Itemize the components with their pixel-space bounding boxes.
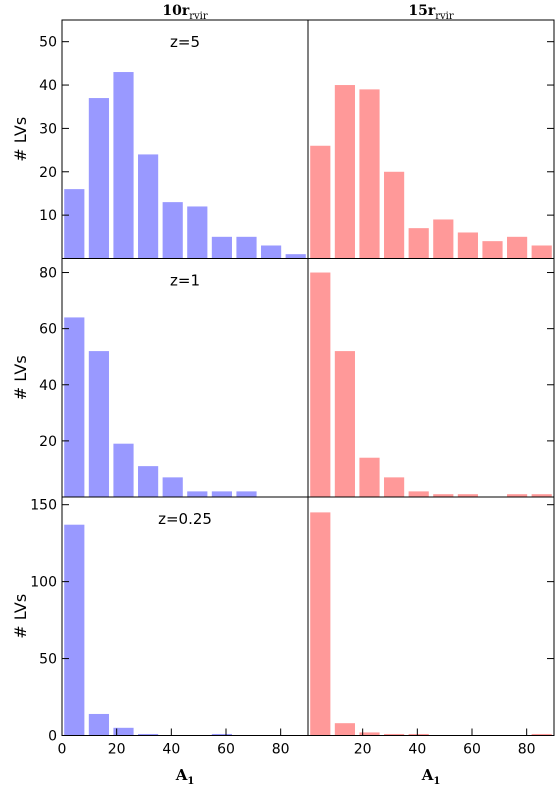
xlabel-sub: 1	[433, 776, 440, 787]
bar	[261, 245, 282, 259]
bar	[408, 491, 429, 497]
x-axis-label: A1	[421, 766, 441, 787]
bar	[64, 317, 85, 497]
bar	[138, 466, 159, 497]
bar	[113, 72, 134, 259]
x-tick-label: 80	[518, 742, 536, 758]
y-axis-label: # LVs	[11, 355, 30, 400]
xlabel-main: A	[175, 766, 188, 784]
y-tick-label: 80	[39, 266, 57, 282]
bar	[64, 524, 85, 736]
bar	[162, 477, 183, 497]
panel-frame	[61, 496, 309, 736]
bar	[236, 236, 257, 259]
bar	[88, 713, 109, 736]
bar	[531, 733, 552, 736]
column-title: 10rrvir	[162, 3, 207, 22]
bar	[310, 512, 331, 736]
bar	[457, 232, 478, 259]
bar	[211, 236, 232, 259]
bar	[211, 733, 232, 736]
column-title: 15rrvir	[408, 3, 453, 22]
x-tick-label: 20	[354, 742, 372, 758]
annotation: z=1	[170, 272, 200, 290]
x-tick-label: 60	[463, 742, 481, 758]
bar	[384, 171, 405, 259]
bar	[531, 494, 552, 497]
bar	[310, 272, 331, 497]
title-main: 15r	[408, 3, 435, 19]
x-tick-label: 20	[108, 742, 126, 758]
panel-frame	[307, 496, 555, 736]
x-tick-label: 60	[217, 742, 235, 758]
y-tick-label: 10	[39, 208, 57, 224]
bar	[433, 494, 454, 497]
y-tick-label: 40	[39, 78, 57, 94]
bar	[384, 477, 405, 497]
y-tick-label: 20	[39, 165, 57, 181]
y-tick-label: 0	[48, 729, 57, 745]
title-sub: rvir	[435, 11, 454, 22]
bar	[162, 202, 183, 259]
x-tick-label: 40	[408, 742, 426, 758]
x-tick-label: 40	[162, 742, 180, 758]
bar	[531, 245, 552, 259]
annotation: z=5	[170, 33, 200, 51]
bar	[64, 189, 85, 259]
bar	[384, 733, 405, 736]
annotation: z=0.25	[158, 510, 212, 528]
bar	[285, 254, 306, 259]
bar	[457, 494, 478, 497]
bar	[113, 443, 134, 497]
y-tick-label: 150	[30, 498, 57, 514]
y-axis-label: # LVs	[11, 594, 30, 639]
y-tick-label: 100	[30, 575, 57, 591]
bar	[211, 491, 232, 497]
bar	[113, 727, 134, 736]
bar	[433, 219, 454, 259]
y-axis-label: # LVs	[11, 117, 30, 162]
xlabel-sub: 1	[187, 776, 194, 787]
bar	[88, 351, 109, 497]
x-tick-label: 0	[58, 742, 67, 758]
bar	[359, 89, 380, 259]
x-tick-label: 80	[272, 742, 290, 758]
x-axis-label: A1	[175, 766, 195, 787]
y-tick-label: 60	[39, 322, 57, 338]
bar	[408, 733, 429, 736]
bar	[334, 85, 355, 259]
bar	[334, 723, 355, 736]
bar	[138, 154, 159, 259]
bar	[507, 236, 528, 259]
y-tick-label: 30	[39, 121, 57, 137]
bar	[482, 241, 503, 259]
y-tick-label: 50	[39, 652, 57, 668]
y-tick-label: 50	[39, 35, 57, 51]
xlabel-main: A	[421, 766, 434, 784]
bar	[359, 457, 380, 497]
title-sub: rvir	[189, 11, 208, 22]
bar	[408, 228, 429, 259]
bar	[236, 491, 257, 497]
bar	[88, 98, 109, 259]
title-main: 10r	[162, 3, 189, 19]
bar	[334, 351, 355, 497]
bar	[187, 206, 208, 259]
bar	[310, 145, 331, 259]
bar	[359, 732, 380, 736]
bar	[507, 494, 528, 497]
y-tick-label: 20	[39, 434, 57, 450]
y-tick-label: 40	[39, 378, 57, 394]
bar	[187, 491, 208, 497]
bar	[138, 733, 159, 736]
